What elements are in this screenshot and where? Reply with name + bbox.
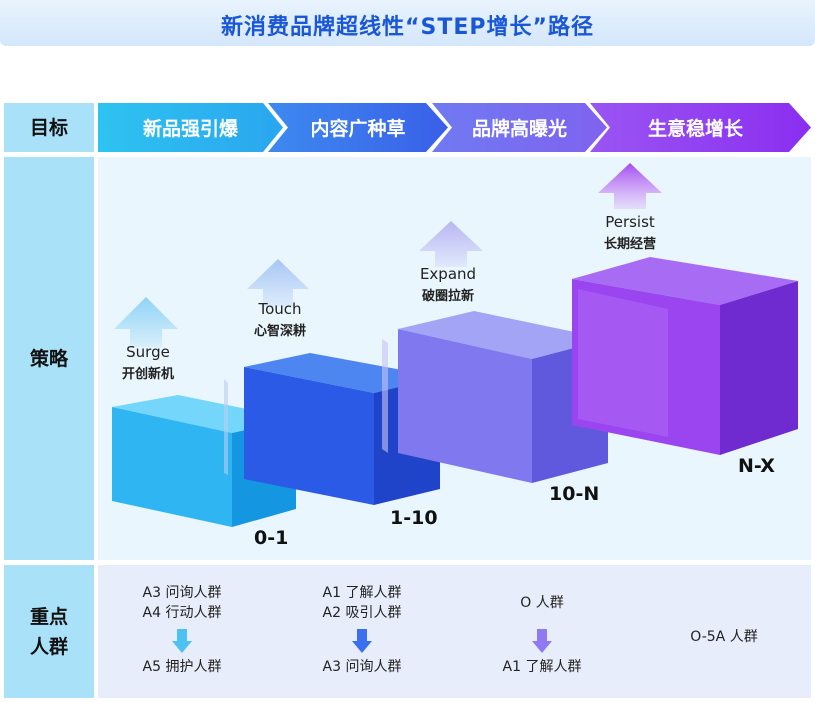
audience-2-top2: A2 吸引人群 — [322, 605, 402, 621]
stage-1: 新品强引爆 — [98, 103, 283, 152]
row-label-strategy: 策略 — [4, 157, 94, 560]
step-4-arrow — [598, 163, 662, 209]
row-label-goal-text: 目标 — [29, 116, 68, 139]
stage-1-label: 新品强引爆 — [142, 118, 238, 140]
audience-2-top1: A1 了解人群 — [322, 585, 402, 601]
row-label-audience: 重点 人群 — [4, 565, 94, 698]
step-3-code: 10-N — [549, 483, 600, 505]
stage-4-shape — [590, 103, 811, 152]
stage-4: 生意稳增长 — [590, 103, 811, 152]
step-3-en: Expand — [419, 265, 477, 283]
audience-1-bottom: A5 拥护人群 — [142, 659, 222, 675]
step-1-en: Surge — [126, 343, 170, 361]
audience-3-bottom: A1 了解人群 — [502, 659, 582, 675]
step-2-arrow — [247, 259, 309, 307]
step-4-en: Persist — [605, 213, 655, 231]
strategy-panel: Surge 开创新机 0-1 Touch 心智深耕 1-10 Expand 破圈… — [98, 157, 811, 560]
stage-2-label: 内容广种草 — [310, 118, 406, 140]
audience-4-single: O-5A 人群 — [690, 629, 758, 645]
audience-3-top: O 人群 — [520, 595, 564, 611]
row-label-strategy-text: 策略 — [29, 347, 68, 370]
page-title: 新消费品牌超线性“STEP增长”路径 — [221, 15, 594, 40]
row-label-audience-line2: 人群 — [29, 635, 68, 658]
step-3-arrow — [419, 221, 483, 267]
step-1-code: 0-1 — [254, 527, 289, 549]
step-3-cn: 破圈拉新 — [421, 289, 474, 304]
stage-2: 内容广种草 — [268, 103, 448, 152]
audience-panel: A3 问询人群 A4 行动人群 A5 拥护人群 A1 了解人群 A2 吸引人群 … — [98, 565, 811, 698]
stage-4-label: 生意稳增长 — [647, 118, 743, 140]
step-4-cn: 长期经营 — [603, 237, 656, 252]
step-2-en: Touch — [258, 300, 302, 318]
row-label-goal: 目标 — [4, 103, 94, 152]
audience-3-arrow — [532, 629, 552, 653]
audience-2-top: A1 了解人群 A2 吸引人群 — [292, 583, 432, 623]
audience-1-top2: A4 行动人群 — [142, 605, 222, 621]
step-2-cn: 心智深耕 — [253, 324, 306, 339]
step-4-code: N-X — [738, 455, 775, 477]
stage-3: 品牌高曝光 — [432, 103, 607, 152]
stage-1-shape — [98, 103, 283, 152]
step-1-cn: 开创新机 — [121, 367, 174, 382]
audience-1-arrow — [172, 629, 192, 653]
audience-2-bottom: A3 问询人群 — [322, 659, 402, 675]
audience-1-top1: A3 问询人群 — [142, 585, 222, 601]
audience-1-top: A3 问询人群 A4 行动人群 — [112, 583, 252, 623]
audience-2-arrow — [352, 629, 372, 653]
step-2-code: 1-10 — [390, 507, 438, 529]
step-4-block — [572, 257, 798, 455]
stage-2-shape — [268, 103, 448, 152]
step-1-arrow — [114, 297, 178, 347]
title-bar: 新消费品牌超线性“STEP增长”路径 — [0, 0, 815, 46]
stage-3-label: 品牌高曝光 — [471, 118, 567, 140]
step-blocks — [112, 163, 798, 527]
step-3-block — [382, 311, 608, 483]
row-label-audience-line1: 重点 — [29, 605, 68, 628]
stage-3-shape — [432, 103, 607, 152]
